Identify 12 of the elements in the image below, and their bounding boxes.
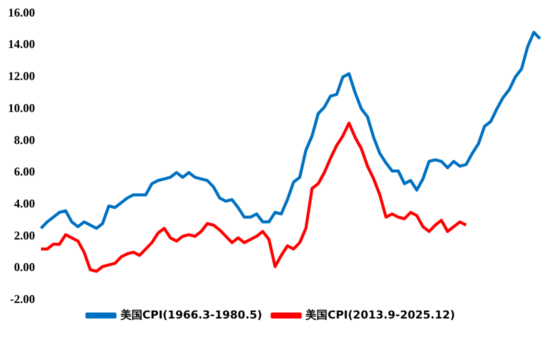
y-tick-label: -2.00 bbox=[10, 292, 35, 306]
legend-label: 美国CPI(1966.3-1980.5) bbox=[119, 308, 262, 322]
y-tick-label: 0.00 bbox=[14, 260, 35, 274]
y-tick-label: 10.00 bbox=[8, 100, 35, 115]
y-tick-label: 14.00 bbox=[8, 37, 35, 52]
y-tick-label: 8.00 bbox=[14, 132, 35, 147]
y-tick-label: 2.00 bbox=[14, 228, 35, 242]
y-tick-label: 16.00 bbox=[8, 5, 35, 20]
legend-label: 美国CPI(2013.9-2025.12) bbox=[304, 308, 456, 322]
y-tick-label: 12.00 bbox=[8, 69, 35, 84]
y-tick-label: 6.00 bbox=[14, 164, 35, 179]
y-tick-label: 4.00 bbox=[14, 196, 35, 210]
